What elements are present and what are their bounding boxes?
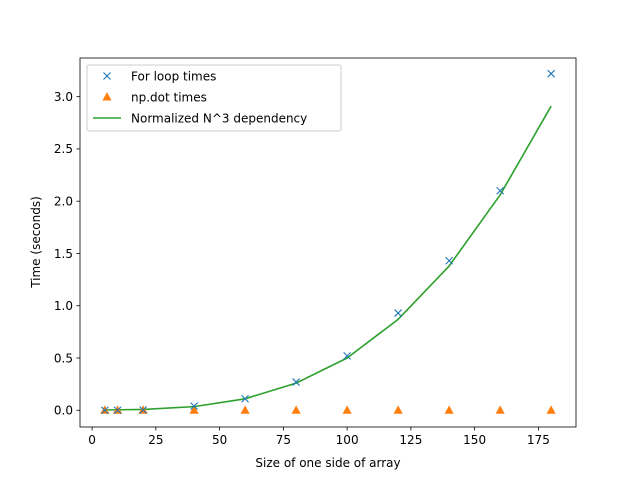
x-tick-label: 100 (336, 433, 359, 447)
forloop-point (496, 186, 505, 195)
x-tick-label: 125 (399, 433, 422, 447)
legend-icon-forloop (103, 72, 111, 80)
forloop-point (445, 256, 454, 265)
forloop-point-stroke-b (100, 406, 109, 415)
y-tick-label: 3.0 (54, 90, 73, 104)
x-tick-label: 50 (212, 433, 227, 447)
npdot-point (393, 405, 403, 414)
forloop-point (394, 309, 403, 317)
legend-label: Normalized N^3 dependency (131, 112, 307, 126)
forloop-point-stroke-b (547, 69, 556, 78)
npdot-point (495, 405, 505, 414)
forloop-point-stroke-b (292, 378, 301, 386)
legend-label: For loop times (131, 70, 216, 84)
legend-label: np.dot times (131, 91, 207, 105)
x-tick-label: 25 (148, 433, 163, 447)
npdot-point (342, 405, 352, 414)
y-tick-label: 2.0 (54, 195, 73, 209)
forloop-point (343, 352, 352, 360)
plot-frame (79, 57, 577, 428)
axes: 0 25 50 75 100 125 150 175 0.0 0.5 1.0 1.5 2.0 2.5 3.0 (54, 57, 577, 447)
plot-area (100, 69, 556, 415)
forloop-point-stroke-b (343, 352, 352, 360)
npdot-point (189, 405, 199, 414)
forloop-point (190, 402, 199, 410)
forloop-point (241, 394, 250, 403)
forloop-point (139, 406, 148, 414)
y-tick-label: 1.0 (54, 299, 73, 313)
x-axis-label: Size of one side of array (255, 456, 400, 470)
forloop-point (547, 69, 556, 78)
series-line-normalized-n3 (104, 105, 552, 411)
y-tick-label: 1.5 (54, 247, 73, 261)
forloop-point-stroke-b (445, 256, 454, 265)
forloop-point-stroke-b (496, 186, 505, 195)
y-tick-label: 0.0 (54, 404, 73, 418)
forloop-point-stroke-b (190, 402, 199, 410)
x-tick-label: 150 (463, 433, 486, 447)
forloop-point-stroke-b (241, 394, 250, 403)
forloop-point-stroke-b (394, 309, 403, 317)
npdot-point (546, 405, 556, 414)
forloop-point-stroke-b (113, 406, 122, 415)
npdot-point (291, 405, 301, 414)
legend-box (86, 64, 342, 132)
forloop-point-stroke-b (139, 406, 148, 414)
forloop-point (292, 378, 301, 386)
y-tick-label: 2.5 (54, 142, 73, 156)
legend-icon-forloop-stroke-b (103, 72, 111, 80)
legend: For loop times np.dot times Normalized N^3… (86, 64, 342, 132)
forloop-point (100, 406, 109, 415)
x-tick-label: 175 (527, 433, 550, 447)
y-axis-label: Time (seconds) (29, 196, 43, 289)
x-tick-label: 0 (88, 433, 96, 447)
npdot-point (444, 405, 454, 414)
x-tick-label: 75 (276, 433, 291, 447)
y-tick-label: 0.5 (54, 351, 73, 365)
forloop-point (113, 406, 122, 415)
npdot-point (240, 405, 250, 414)
legend-icon-npdot (102, 92, 112, 101)
